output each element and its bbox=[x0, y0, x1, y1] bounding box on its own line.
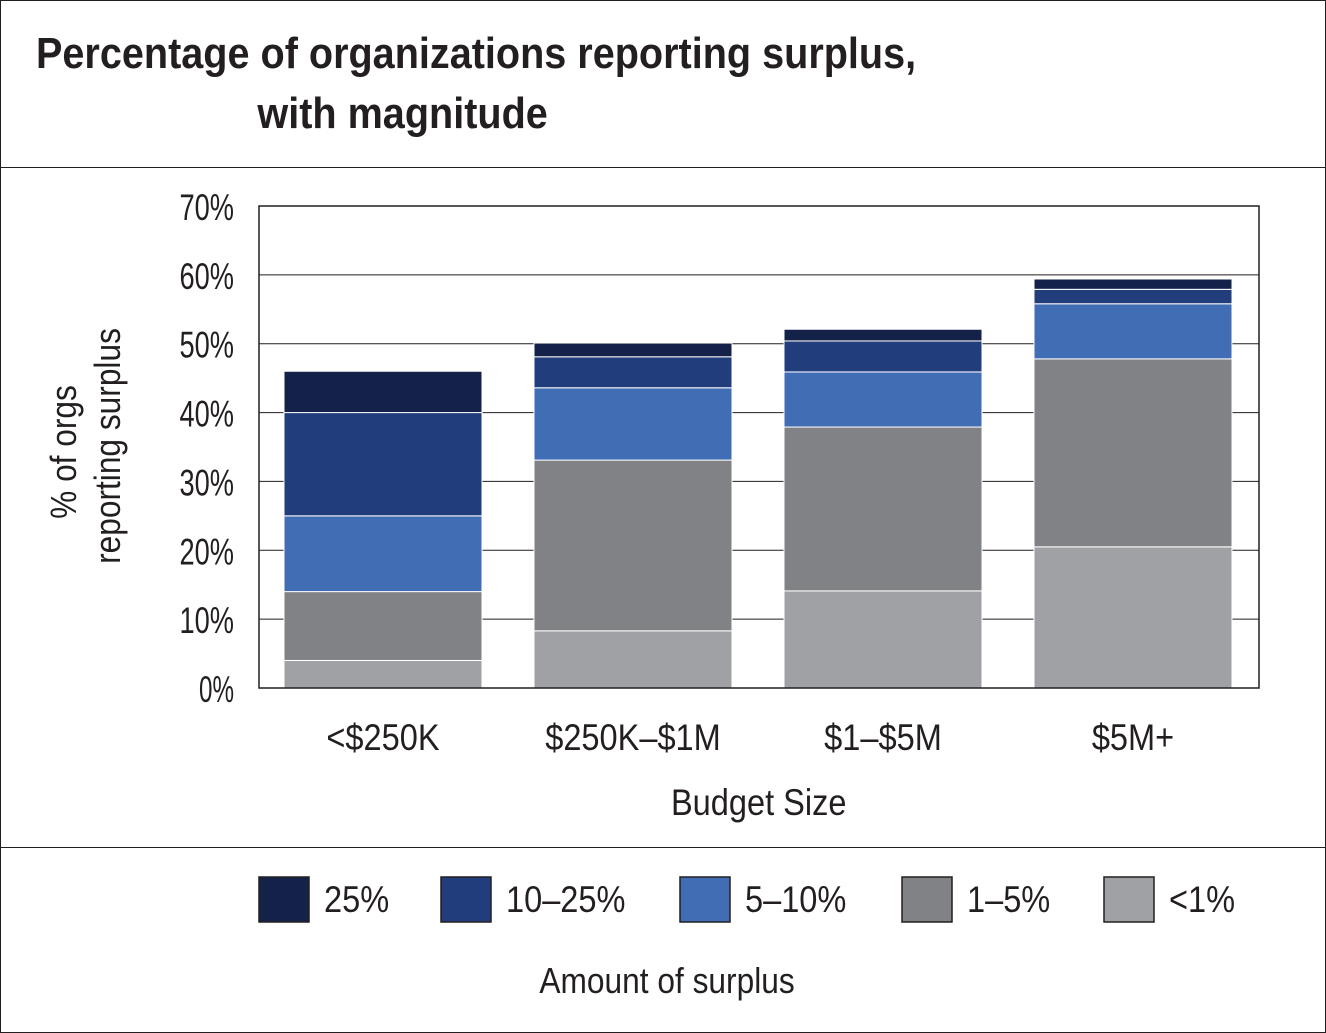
legend-label: 1–5% bbox=[967, 879, 1050, 920]
legend-label: 5–10% bbox=[745, 879, 846, 920]
legend-swatch bbox=[679, 876, 731, 923]
chart-title: Percentage of organizations reporting su… bbox=[36, 24, 916, 144]
bar-segment bbox=[533, 342, 733, 358]
legend-swatch bbox=[901, 876, 953, 923]
x-tick-label: $5M+ bbox=[1092, 717, 1174, 758]
legend-swatch bbox=[258, 876, 310, 923]
bar-segment bbox=[283, 412, 483, 517]
bar-segment bbox=[783, 328, 983, 342]
y-tick-label: 20% bbox=[180, 531, 235, 572]
bar-segment bbox=[283, 515, 483, 593]
bar-segment bbox=[533, 387, 733, 461]
bar-segment bbox=[533, 356, 733, 389]
x-tick-label: <$250K bbox=[326, 717, 439, 758]
y-tick-label: 10% bbox=[180, 600, 235, 641]
bar-segment bbox=[783, 590, 983, 689]
legend-divider bbox=[0, 847, 1326, 848]
bar-segment bbox=[283, 591, 483, 661]
y-tick-label: 40% bbox=[180, 394, 235, 435]
bar-segment bbox=[533, 630, 733, 689]
legend-title: Amount of surplus bbox=[539, 960, 795, 1001]
y-tick-label: 0% bbox=[199, 669, 234, 710]
y-tick-label: 30% bbox=[180, 462, 235, 503]
x-axis-label: Budget Size bbox=[671, 782, 847, 823]
bar-segment bbox=[783, 340, 983, 373]
bar-segment bbox=[783, 371, 983, 428]
legend-swatch bbox=[1103, 876, 1155, 923]
bar-segment bbox=[533, 459, 733, 632]
y-axis-label-line-2: reporting surplus bbox=[88, 328, 128, 564]
plot-area-border bbox=[258, 205, 1260, 689]
x-tick-label: $1–$5M bbox=[824, 717, 942, 758]
y-tick-label: 60% bbox=[180, 256, 235, 297]
bar-segment bbox=[1033, 358, 1233, 548]
bar-segment bbox=[283, 659, 483, 689]
title-divider bbox=[0, 167, 1326, 168]
bar-segment bbox=[1033, 546, 1233, 689]
legend-label: 10–25% bbox=[506, 879, 625, 920]
bar-segment bbox=[1033, 303, 1233, 360]
y-tick-label: 50% bbox=[180, 325, 235, 366]
x-tick-label: $250K–$1M bbox=[545, 717, 721, 758]
title-line-1: Percentage of organizations reporting su… bbox=[36, 29, 917, 78]
y-axis-label-line-1: % of orgs bbox=[44, 385, 84, 519]
legend-label: 25% bbox=[324, 879, 389, 920]
y-tick-label: 70% bbox=[180, 187, 235, 228]
legend-label: <1% bbox=[1169, 879, 1235, 920]
bar-segment bbox=[283, 370, 483, 414]
bar-segment bbox=[1033, 288, 1233, 305]
bar-segment bbox=[783, 426, 983, 592]
legend-swatch bbox=[440, 876, 492, 923]
title-line-2: with magnitude bbox=[257, 89, 548, 138]
bar-segment bbox=[1033, 278, 1233, 290]
